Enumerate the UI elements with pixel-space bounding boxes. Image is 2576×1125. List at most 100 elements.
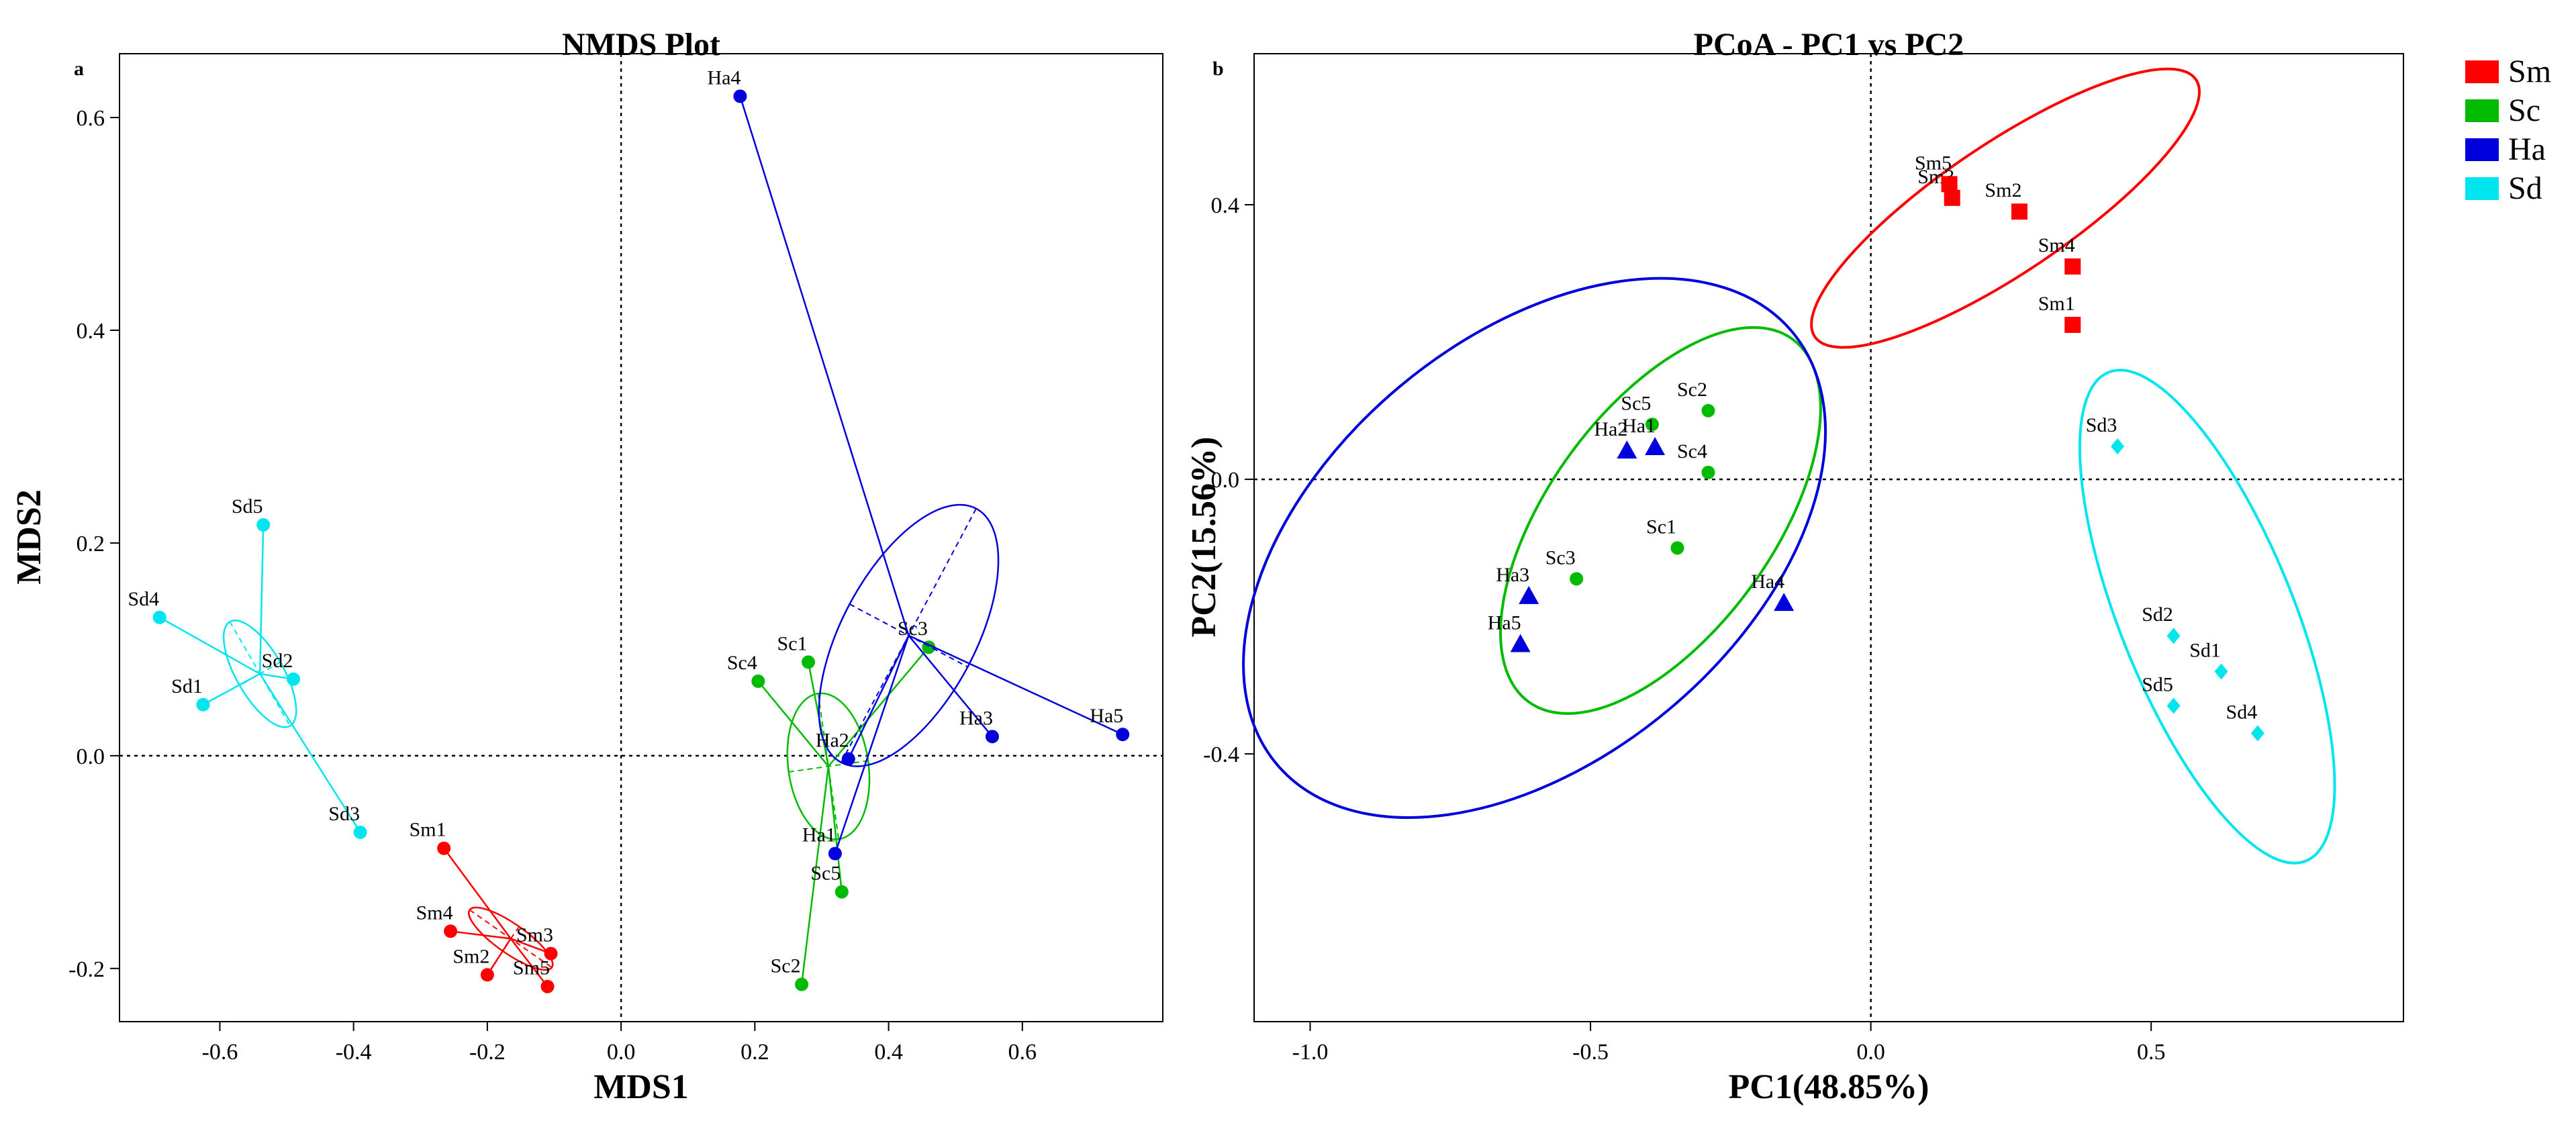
- data-point: [1645, 418, 1659, 432]
- data-point: [1941, 176, 1958, 193]
- point-label: Sd3: [328, 803, 360, 825]
- chart-title: NMDS Plot: [562, 27, 720, 62]
- point-label: Sd4: [2226, 701, 2258, 723]
- spider-line: [258, 524, 265, 674]
- x-tick-label: 0.4: [874, 1040, 903, 1065]
- data-point: [828, 846, 842, 861]
- x-axis-label: MDS1: [593, 1068, 689, 1106]
- spider-line: [202, 673, 260, 705]
- data-point: [2166, 628, 2181, 644]
- point-label: Sc5: [810, 863, 841, 885]
- point-label: Sc5: [1621, 392, 1651, 414]
- point-label: Ha1: [802, 824, 836, 846]
- legend-label: Sc: [2508, 93, 2540, 128]
- data-point: [152, 610, 166, 624]
- data-point: [834, 885, 849, 899]
- spider-line: [908, 634, 1123, 736]
- point-label: Sd3: [2086, 414, 2117, 436]
- spider-line: [908, 634, 993, 738]
- data-point: [1116, 728, 1130, 742]
- legend-label: Sd: [2508, 170, 2542, 206]
- point-label: Sd2: [262, 650, 293, 672]
- data-point: [733, 89, 747, 103]
- spider-line: [739, 96, 910, 636]
- panel-b: -1.0 -0.5 0.0 0.5 -0.4 0.0 0.4 PCoA - PC1 vs PC…: [1185, 27, 2551, 1106]
- point-label: Sd2: [2142, 603, 2173, 626]
- confidence-ellipse-ha: [1242, 277, 1827, 819]
- point-label: Sc4: [727, 652, 757, 674]
- series-sd: Sd1 Sd2 Sd3 Sd4 Sd5: [2078, 369, 2336, 865]
- data-point: [2011, 203, 2028, 220]
- spider-line: [510, 938, 548, 987]
- point-label: Sc3: [1545, 546, 1576, 569]
- point-label: Ha2: [816, 730, 849, 752]
- point-label: Sm1: [2038, 293, 2075, 315]
- spider-line: [486, 938, 512, 975]
- point-label: Ha3: [959, 707, 993, 729]
- point-label: Ha3: [1496, 564, 1529, 586]
- point-label: Sm4: [416, 901, 453, 924]
- legend-swatch: [2465, 60, 2499, 83]
- panel-letter: b: [1212, 58, 1224, 80]
- point-label: Sm5: [513, 957, 550, 979]
- confidence-ellipse-sc: [1499, 326, 1822, 715]
- point-label: Ha4: [707, 66, 741, 89]
- y-tick-label: 0.2: [77, 532, 105, 556]
- point-label: Sd5: [2142, 674, 2173, 696]
- plot-frame: [119, 53, 1163, 1022]
- point-label: Sc1: [777, 632, 808, 654]
- spider-line: [757, 681, 829, 767]
- data-point: [256, 518, 271, 532]
- data-point: [544, 946, 558, 961]
- data-point: [2250, 725, 2264, 742]
- series-sc: Sc1 Sc2 Sc3 Sc4 Sc5: [1499, 326, 1822, 715]
- data-point: [2064, 258, 2081, 275]
- y-tick-label: 0.0: [77, 744, 105, 769]
- x-tick-label: 0.0: [607, 1040, 636, 1065]
- point-label: Sm4: [2038, 234, 2075, 256]
- point-label: Sm1: [410, 819, 446, 841]
- x-tick-label: -0.5: [1572, 1040, 1609, 1065]
- x-tick-label: 0.2: [741, 1040, 769, 1065]
- point-label: Sd4: [128, 588, 159, 610]
- y-tick-label: -0.2: [68, 957, 105, 982]
- data-point: [802, 655, 816, 669]
- x-tick-label: -0.6: [202, 1040, 238, 1065]
- point-label: Sc4: [1677, 440, 1707, 462]
- point-label: Sd1: [171, 675, 203, 697]
- point-label: Sm2: [452, 945, 489, 967]
- series-sd: Sd1 Sd2 Sd3 Sd4 Sd5: [128, 495, 367, 839]
- confidence-ellipse-sd: [2078, 369, 2336, 865]
- legend-swatch: [2465, 99, 2499, 122]
- point-label: Sd5: [232, 495, 263, 518]
- point-label: Sm3: [516, 924, 553, 946]
- y-tick-label: 0.4: [77, 319, 105, 344]
- point-label: Sc2: [771, 955, 801, 977]
- data-point: [437, 841, 451, 855]
- point-label: Sc2: [1677, 379, 1707, 401]
- plot-frame: [1253, 53, 2404, 1022]
- data-point: [985, 730, 999, 744]
- legend-swatch: [2465, 177, 2499, 200]
- series-ha: Ha1 Ha2 Ha3 Ha4 Ha5: [707, 66, 1130, 861]
- point-label: Sc1: [1646, 516, 1676, 538]
- confidence-ellipse-sm: [1810, 67, 2201, 349]
- data-point: [540, 979, 555, 993]
- point-label: Ha5: [1090, 705, 1123, 727]
- data-point: [444, 924, 458, 938]
- spider-line: [834, 635, 910, 854]
- y-tick-label: -0.4: [1203, 742, 1239, 767]
- legend-label: Ha: [2508, 132, 2546, 167]
- x-tick-label: 0.6: [1008, 1040, 1037, 1065]
- x-axis-label: PC1(48.85%): [1729, 1068, 1929, 1106]
- y-axis-label: PC2(15.56%): [1185, 437, 1223, 638]
- data-point: [1570, 572, 1584, 586]
- data-point: [1510, 634, 1531, 652]
- spider-line: [259, 673, 361, 833]
- data-point: [1944, 189, 1960, 206]
- x-tick-label: -1.0: [1292, 1040, 1329, 1065]
- x-tick-label: 0.5: [2137, 1040, 2166, 1065]
- data-point: [1645, 437, 1666, 456]
